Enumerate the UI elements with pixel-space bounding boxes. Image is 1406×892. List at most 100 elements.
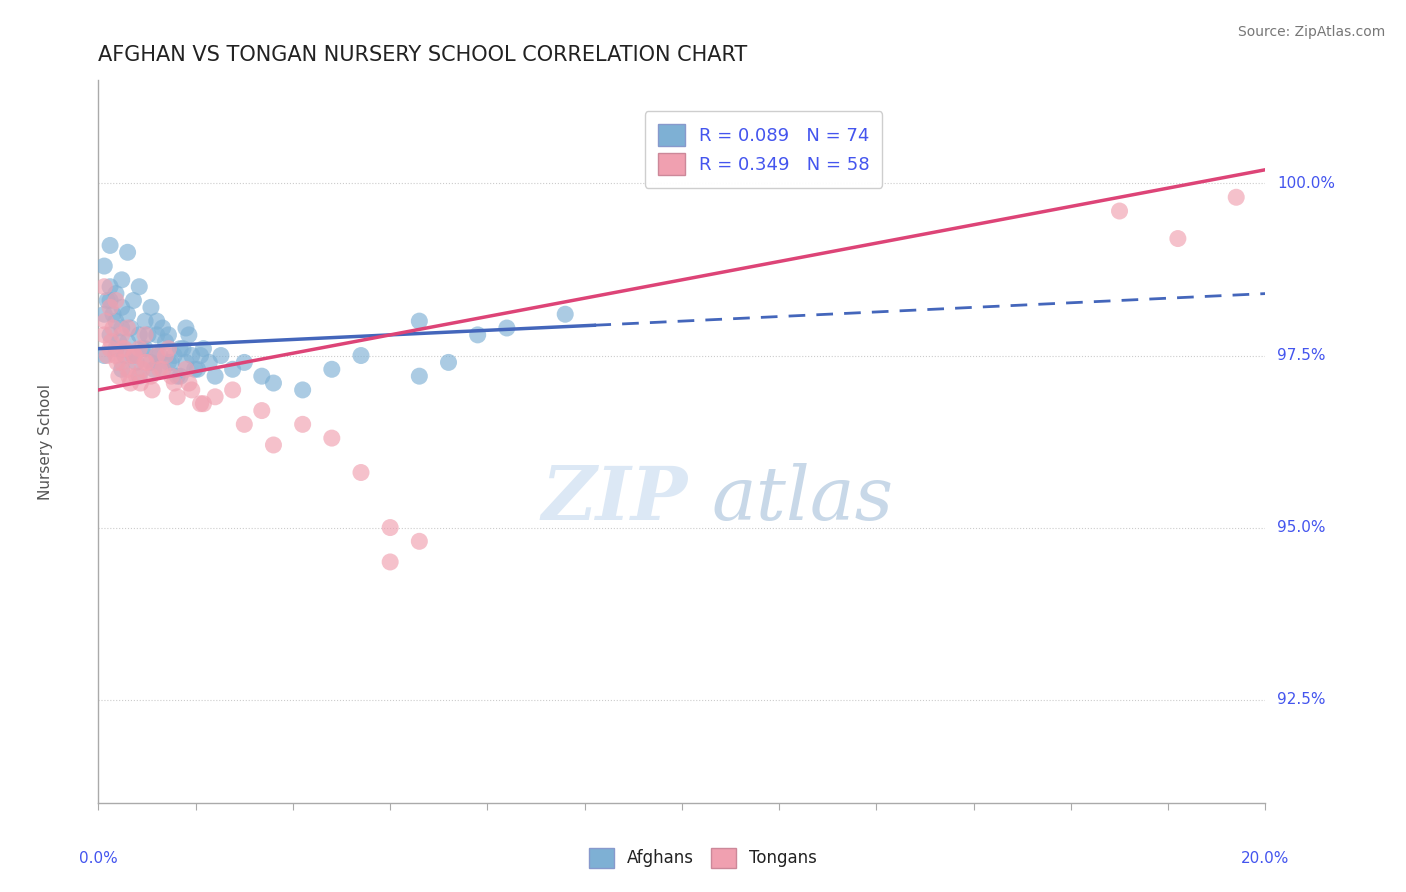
Point — [408, 369, 430, 384]
Point — [108, 369, 131, 384]
Point — [291, 417, 314, 432]
Point — [104, 342, 127, 356]
Point — [146, 349, 169, 363]
Point — [190, 349, 212, 363]
Point — [496, 321, 519, 335]
Point — [128, 327, 150, 342]
Point — [155, 349, 177, 363]
Point — [124, 349, 146, 363]
Point — [93, 327, 115, 342]
Point — [187, 362, 209, 376]
Point — [98, 279, 121, 293]
Point — [129, 376, 152, 390]
Point — [221, 362, 243, 376]
Text: Source: ZipAtlas.com: Source: ZipAtlas.com — [1237, 25, 1385, 39]
Point — [142, 362, 165, 376]
Point — [135, 355, 157, 369]
Point — [125, 369, 148, 384]
Point — [117, 362, 139, 376]
Point — [139, 301, 162, 315]
Point — [1225, 190, 1247, 204]
Point — [250, 403, 273, 417]
Point — [152, 321, 174, 335]
Point — [111, 362, 134, 376]
Point — [146, 314, 169, 328]
Point — [204, 390, 226, 404]
Point — [104, 314, 127, 328]
Point — [128, 342, 150, 356]
Point — [146, 327, 169, 342]
Point — [263, 376, 285, 390]
Point — [139, 369, 162, 384]
Point — [136, 327, 159, 342]
Text: 100.0%: 100.0% — [1277, 176, 1336, 191]
Point — [157, 342, 180, 356]
Point — [94, 314, 117, 328]
Point — [104, 293, 127, 308]
Point — [174, 321, 197, 335]
Point — [408, 314, 430, 328]
Point — [111, 321, 134, 335]
Point — [96, 293, 118, 308]
Point — [111, 355, 134, 369]
Point — [183, 362, 205, 376]
Point — [108, 334, 131, 349]
Point — [174, 355, 197, 369]
Point — [321, 431, 343, 445]
Point — [163, 376, 186, 390]
Point — [172, 342, 194, 356]
Text: 92.5%: 92.5% — [1277, 692, 1326, 707]
Point — [160, 355, 183, 369]
Text: 95.0%: 95.0% — [1277, 520, 1326, 535]
Point — [93, 259, 115, 273]
Point — [131, 362, 153, 376]
Point — [131, 342, 153, 356]
Point — [98, 342, 121, 356]
Point — [198, 355, 221, 369]
Point — [117, 334, 139, 349]
Point — [193, 342, 215, 356]
Point — [467, 327, 489, 342]
Point — [157, 355, 180, 369]
Point — [193, 397, 215, 411]
Legend: Afghans, Tongans: Afghans, Tongans — [582, 841, 824, 875]
Point — [141, 383, 163, 397]
Point — [104, 286, 127, 301]
Point — [128, 279, 150, 293]
Point — [250, 369, 273, 384]
Point — [117, 245, 139, 260]
Point — [122, 349, 145, 363]
Text: 20.0%: 20.0% — [1241, 851, 1289, 866]
Point — [190, 397, 212, 411]
Point — [233, 355, 256, 369]
Point — [408, 534, 430, 549]
Point — [204, 369, 226, 384]
Point — [152, 362, 174, 376]
Point — [163, 349, 186, 363]
Point — [98, 238, 121, 252]
Point — [177, 327, 200, 342]
Point — [380, 555, 402, 569]
Text: Nursery School: Nursery School — [38, 384, 53, 500]
Point — [134, 327, 156, 342]
Point — [149, 362, 172, 376]
Point — [114, 349, 136, 363]
Point — [157, 327, 180, 342]
Point — [152, 362, 174, 376]
Point — [122, 349, 145, 363]
Point — [125, 355, 148, 369]
Point — [139, 355, 162, 369]
Point — [104, 349, 127, 363]
Point — [180, 383, 202, 397]
Point — [98, 293, 121, 308]
Point — [221, 383, 243, 397]
Point — [111, 327, 134, 342]
Text: atlas: atlas — [711, 463, 893, 535]
Point — [93, 279, 115, 293]
Point — [114, 342, 136, 356]
Point — [166, 390, 188, 404]
Text: ZIP: ZIP — [541, 463, 688, 535]
Point — [98, 301, 121, 315]
Point — [263, 438, 285, 452]
Point — [554, 307, 576, 321]
